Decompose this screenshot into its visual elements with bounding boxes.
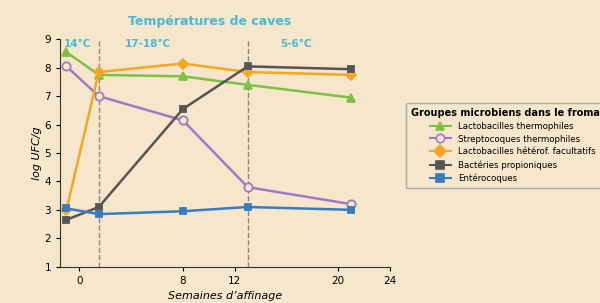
X-axis label: Semaines d’affinage: Semaines d’affinage	[168, 291, 282, 301]
Legend: Lactobacilles thermophiles, Streptocoques thermophiles, Lactobacilles hétérof. f: Lactobacilles thermophiles, Streptocoque…	[406, 103, 600, 188]
Y-axis label: log UFC/g: log UFC/g	[32, 126, 41, 180]
Text: 17-18°C: 17-18°C	[125, 39, 171, 49]
Text: Températures de caves: Températures de caves	[128, 15, 292, 28]
Text: 14°C: 14°C	[64, 39, 91, 49]
Text: 5-6°C: 5-6°C	[280, 39, 311, 49]
